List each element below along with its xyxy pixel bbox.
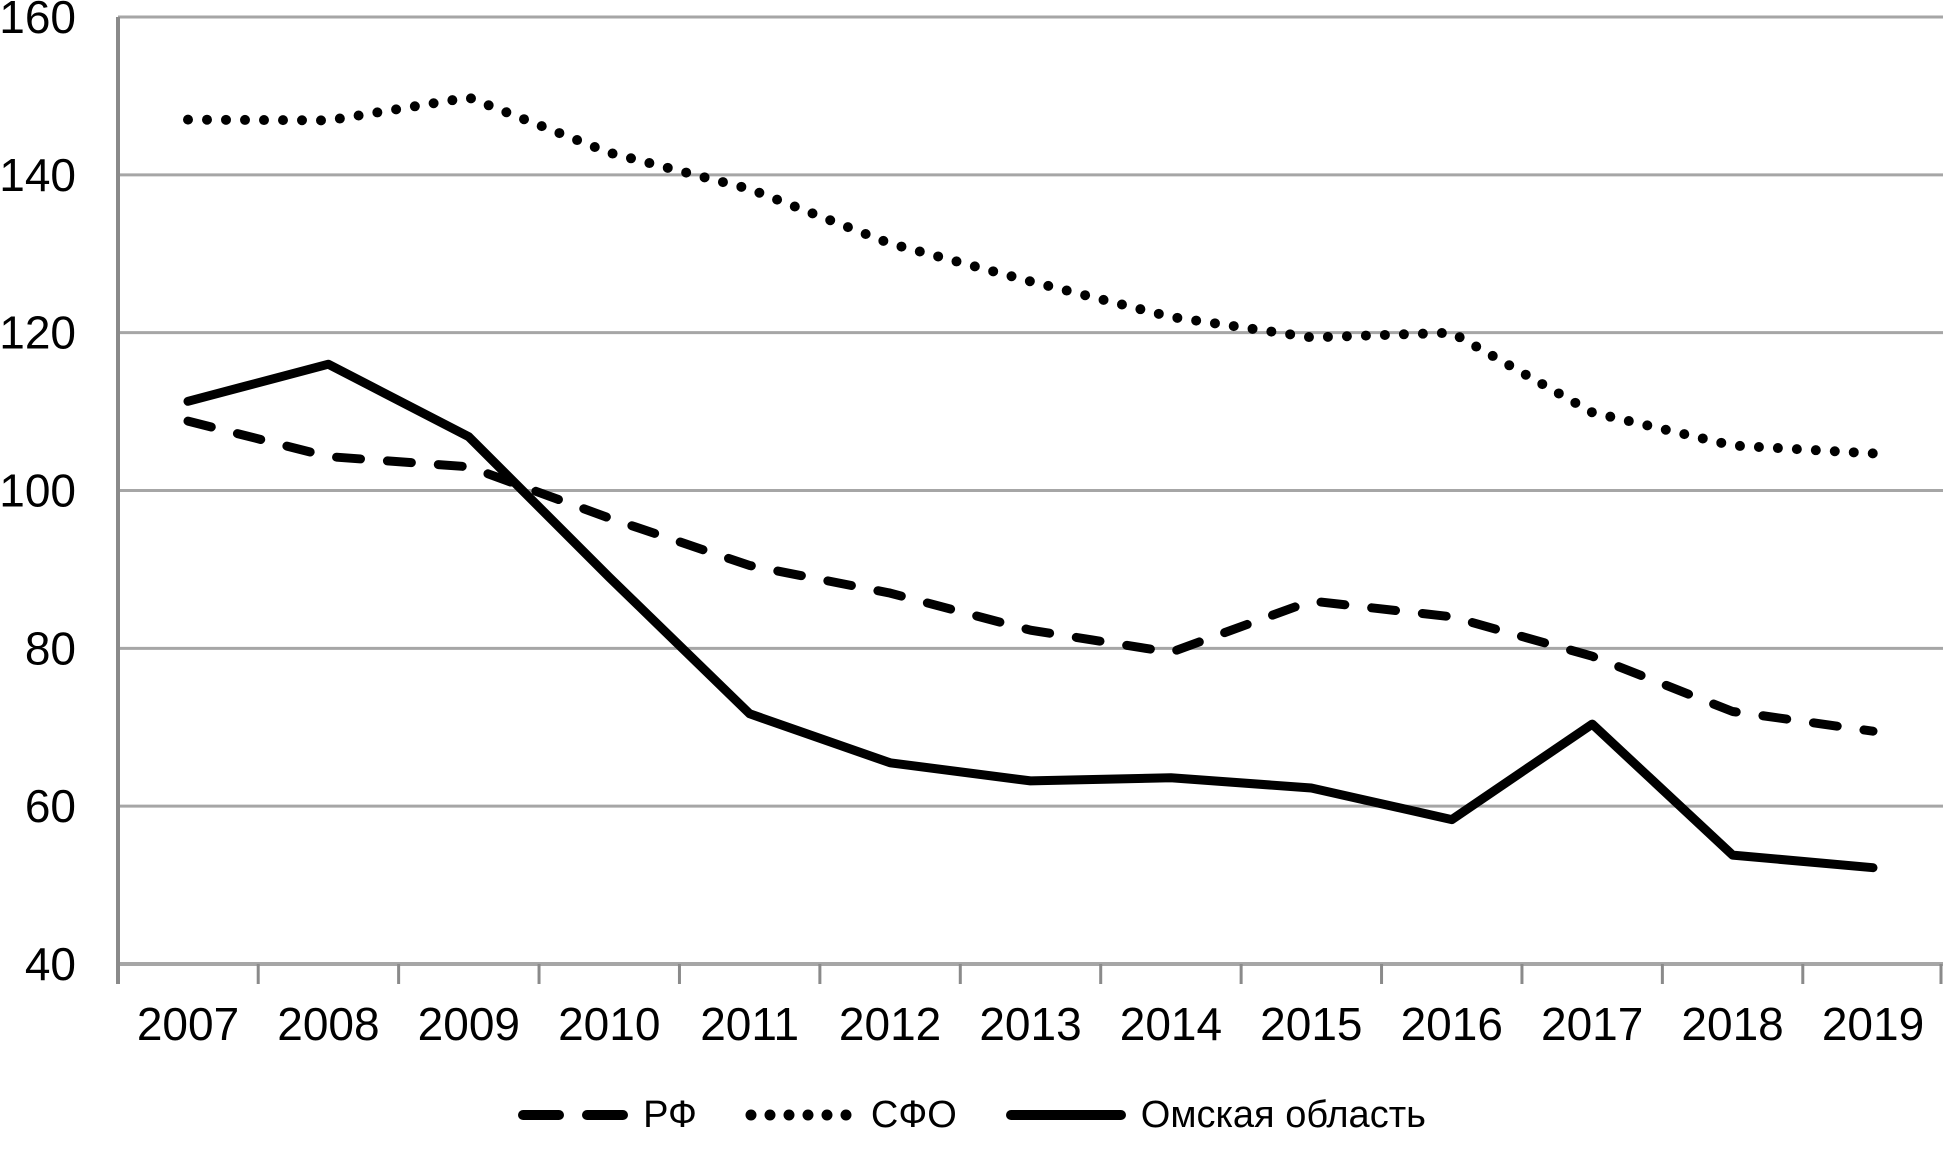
legend-label-sfo: СФО xyxy=(870,1094,957,1136)
x-axis-labels: 2007 2008 2009 2010 2011 2012 2013 2014 2015 2016… xyxy=(137,998,1924,1050)
x-axis-label: 2011 xyxy=(700,998,799,1050)
y-axis-label: 80 xyxy=(25,622,76,674)
y-axis-label: 40 xyxy=(25,938,76,990)
x-axis-label: 2010 xyxy=(558,998,660,1050)
legend-item-omsk: Омская область xyxy=(1005,1096,1426,1134)
legend-dashed-line-icon xyxy=(518,1110,629,1120)
x-axis-label: 2009 xyxy=(418,998,520,1050)
y-axis-label: 160 xyxy=(0,0,76,43)
y-axis-label: 120 xyxy=(0,307,76,359)
legend-item-sfo: СФО xyxy=(745,1096,957,1134)
x-axis-label: 2007 xyxy=(137,998,239,1050)
y-axis-label: 100 xyxy=(0,465,76,517)
legend-solid-line-icon xyxy=(1005,1110,1126,1120)
x-axis-label: 2018 xyxy=(1681,998,1783,1050)
x-axis-label: 2013 xyxy=(979,998,1081,1050)
gridlines xyxy=(118,15,1943,966)
series-line-rf xyxy=(183,416,1878,736)
y-axis-label: 140 xyxy=(0,149,76,201)
chart-legend: РФ СФО Омская область xyxy=(0,1096,1943,1134)
x-axis-label: 2019 xyxy=(1822,998,1924,1050)
legend-label-rf: РФ xyxy=(643,1094,697,1136)
x-axis-label: 2012 xyxy=(839,998,941,1050)
series-line-omsk xyxy=(183,359,1878,873)
x-axis-label: 2016 xyxy=(1401,998,1503,1050)
legend-dotted-line-icon xyxy=(745,1109,857,1121)
x-axis-label: 2008 xyxy=(277,998,379,1050)
y-axis-labels: 40 60 80 100 120 140 160 xyxy=(0,0,76,990)
x-axis-label: 2017 xyxy=(1541,998,1643,1050)
legend-item-rf: РФ xyxy=(517,1096,697,1134)
x-axis-ticks xyxy=(256,964,1943,984)
x-axis-label: 2015 xyxy=(1260,998,1362,1050)
x-axis-label: 2014 xyxy=(1120,998,1222,1050)
y-axis-label: 60 xyxy=(25,780,76,832)
series-line-sfo xyxy=(183,92,1878,459)
legend-label-omsk: Омская область xyxy=(1140,1094,1426,1136)
